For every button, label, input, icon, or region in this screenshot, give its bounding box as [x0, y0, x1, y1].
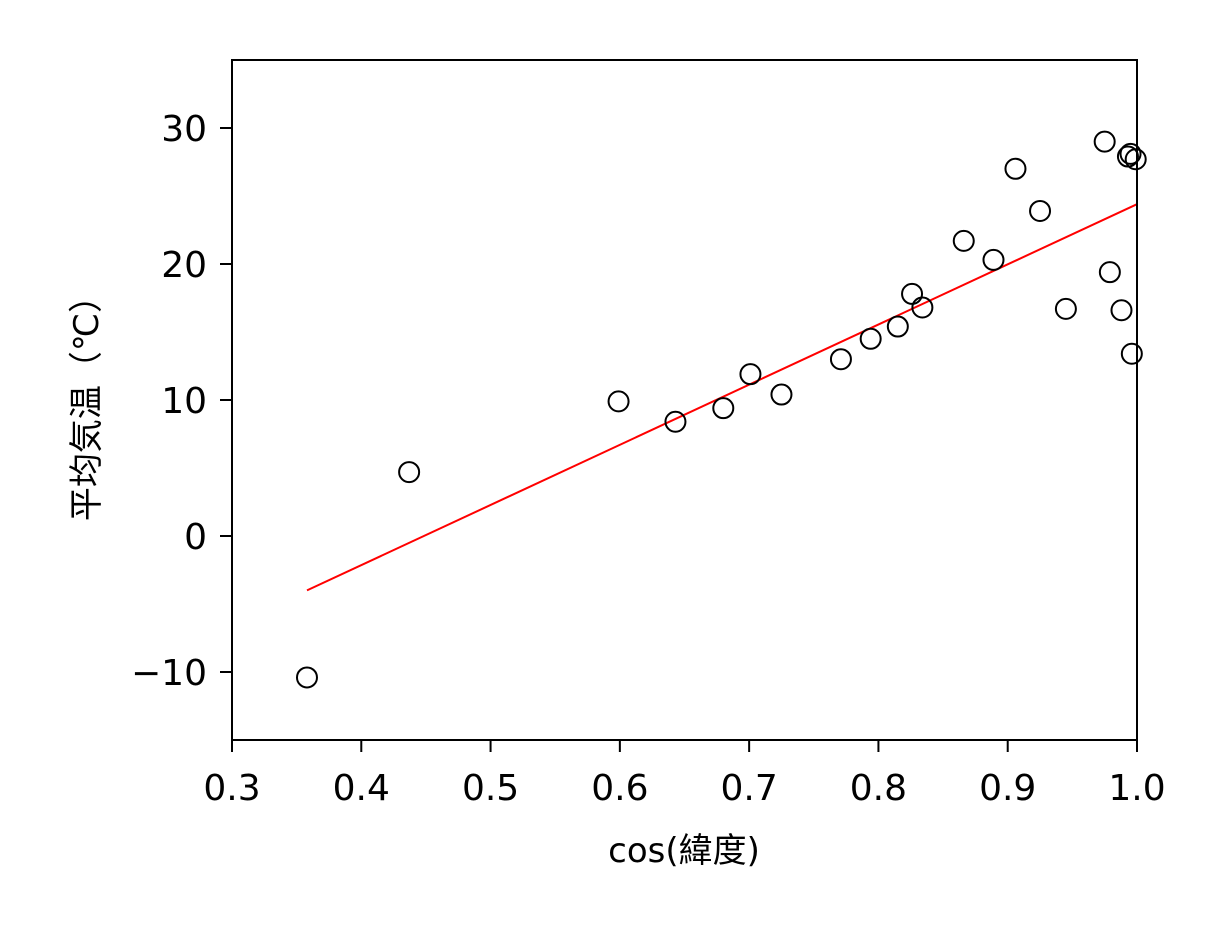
x-tick-label: 1.0 — [1108, 768, 1165, 809]
data-point — [664, 410, 687, 433]
data-point — [398, 461, 421, 484]
data-point — [911, 296, 934, 319]
x-tick-label: 0.3 — [203, 768, 260, 809]
data-point — [982, 248, 1005, 271]
x-tick-label: 0.5 — [462, 768, 519, 809]
data-point — [1119, 142, 1142, 165]
data-point — [952, 229, 975, 252]
data-point — [859, 327, 882, 350]
data-point — [712, 397, 735, 420]
x-axis-label: cos(緯度) — [608, 831, 760, 871]
data-point — [770, 383, 793, 406]
data-point — [829, 348, 852, 371]
data-point — [886, 315, 909, 338]
data-point — [607, 390, 630, 413]
data-point — [1110, 299, 1133, 322]
x-axis: 0.3 0.4 0.5 0.6 0.7 0.8 0.9 1.0 — [203, 740, 1166, 809]
data-point — [1120, 342, 1143, 365]
y-axis: −10 0 10 20 30 — [131, 109, 232, 694]
data-point — [1004, 157, 1027, 180]
x-tick-label: 0.4 — [333, 768, 390, 809]
y-tick-label: 20 — [161, 245, 207, 286]
plot-frame — [231, 59, 1138, 741]
x-tick-label: 0.7 — [721, 768, 778, 809]
y-tick-label: 10 — [161, 381, 207, 422]
data-point — [295, 666, 318, 689]
data-point — [1054, 297, 1077, 320]
data-point — [739, 363, 762, 386]
x-tick-label: 0.9 — [979, 768, 1036, 809]
points-layer — [295, 130, 1147, 689]
data-point — [1124, 148, 1147, 171]
data-point — [1098, 261, 1121, 284]
data-point — [1093, 130, 1116, 153]
data-point — [1029, 199, 1052, 222]
y-tick-label: 0 — [184, 517, 207, 558]
y-tick-label: 30 — [161, 109, 207, 150]
y-axis-label: 平均気温（℃） — [67, 279, 107, 521]
x-tick-label: 0.8 — [850, 768, 907, 809]
data-point — [901, 282, 924, 305]
x-tick-label: 0.6 — [591, 768, 648, 809]
y-tick-label: −10 — [131, 653, 207, 694]
